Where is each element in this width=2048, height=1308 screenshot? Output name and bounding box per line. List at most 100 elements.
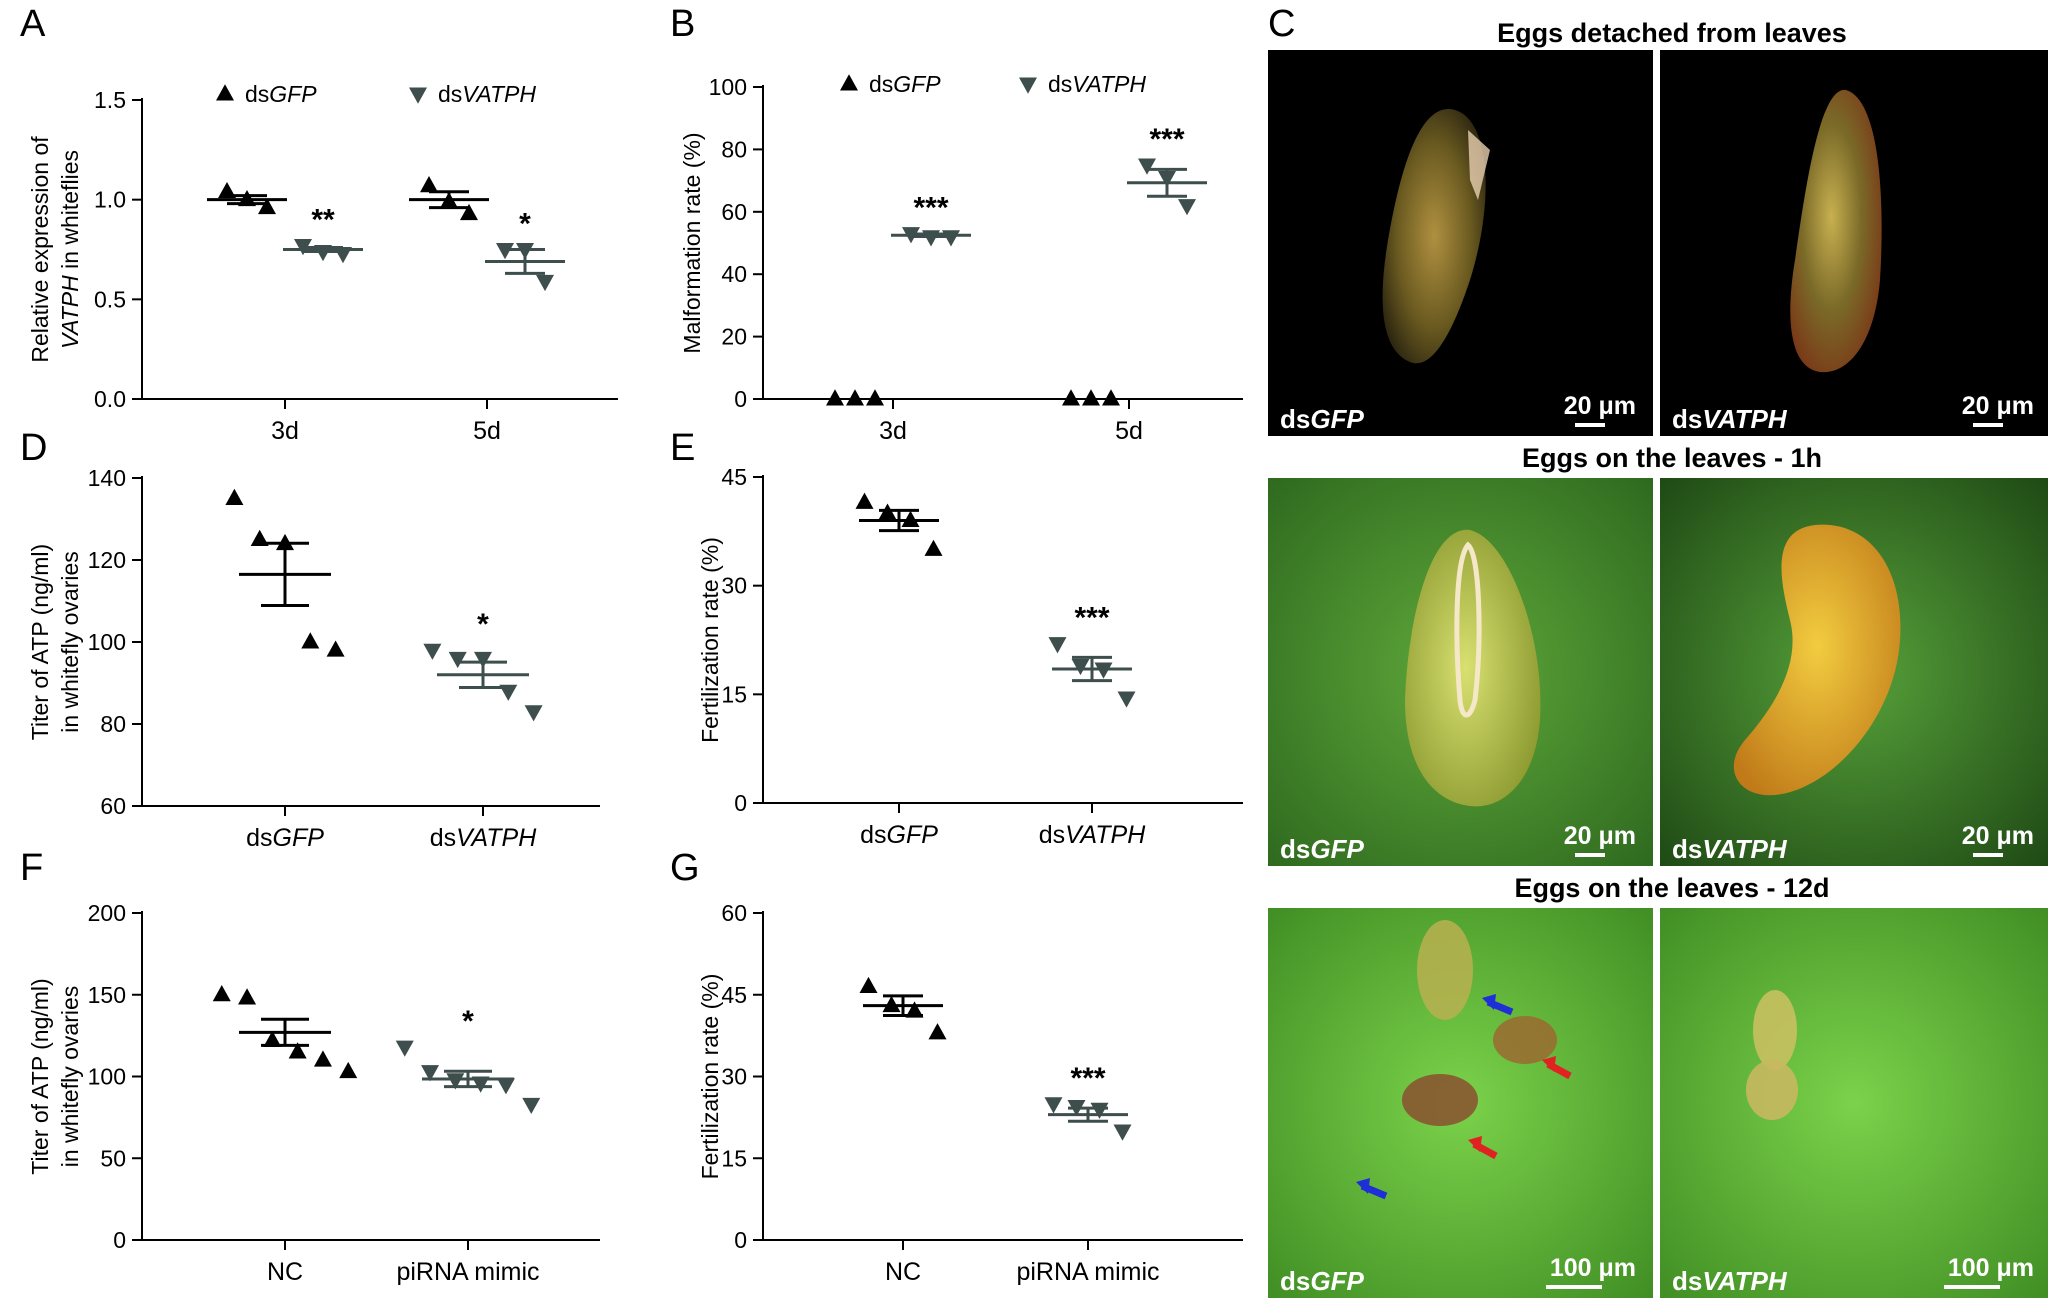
data-point — [1062, 389, 1080, 406]
data-point — [446, 1073, 465, 1090]
x-tick-label: dsVATPH — [430, 824, 537, 852]
y-tick-label: 30 — [721, 573, 747, 599]
panel-d: D 60 80 100 120 140 Titer of ATP (ng/ml) in whi… — [20, 427, 600, 852]
charts-layer: A 0.0 0.5 1.0 1.5 Relative expression of VATPH… — [20, 3, 1243, 1286]
y-tick-label: 15 — [721, 681, 747, 707]
significance-label: * — [462, 1005, 474, 1038]
y-tick-label: 140 — [88, 465, 126, 491]
y-tick-label: 0.0 — [94, 386, 126, 412]
y-tick-label: 60 — [721, 199, 747, 225]
data-point — [423, 643, 442, 660]
red-arrow-icon — [1468, 1136, 1498, 1160]
egg-r1-left — [1382, 109, 1486, 364]
data-point — [1102, 389, 1120, 406]
significance-label: *** — [1149, 123, 1184, 156]
panel-letter-a: A — [20, 3, 46, 45]
egg-r2-right — [1733, 524, 1901, 796]
legend-label: dsVATPH — [1048, 71, 1146, 97]
photo-row3-title: Eggs on the leaves - 12d — [1514, 873, 1829, 903]
y-tick-label: 20 — [721, 324, 747, 350]
x-tick-label: 5d — [473, 417, 501, 445]
scale-bar-label: 100 μm — [1948, 1254, 2034, 1282]
data-point — [905, 1001, 924, 1018]
data-point — [313, 1050, 332, 1067]
data-point — [524, 705, 543, 722]
y-tick-label: 120 — [88, 547, 126, 573]
panel-a: A 0.0 0.5 1.0 1.5 Relative expression of VATPH… — [20, 3, 618, 445]
photo-label: dsVATPH — [1672, 1266, 1788, 1296]
data-point — [263, 1030, 282, 1048]
photo-label: dsGFP — [1280, 1266, 1364, 1296]
data-point — [1071, 658, 1090, 676]
photo-r3-right — [1660, 908, 2048, 1298]
panel-f: F 0 50 100 150 200 Titer of ATP (ng/ml) in whit… — [20, 847, 600, 1286]
data-point — [339, 1061, 358, 1079]
y-tick-label: 30 — [721, 1064, 747, 1090]
y-tick-label: 60 — [721, 900, 747, 926]
photo-row1-title: Eggs detached from leaves — [1497, 18, 1847, 48]
y-tick-label: 150 — [88, 982, 126, 1008]
scale-bar-label: 20 μm — [1962, 822, 2034, 850]
significance-label: *** — [913, 192, 948, 225]
legend-marker — [409, 87, 427, 104]
y-tick-label: 0 — [734, 386, 747, 412]
legend-label: dsVATPH — [438, 81, 536, 107]
y-tick-label: 50 — [100, 1145, 126, 1171]
data-point — [846, 389, 864, 406]
legend-marker — [840, 74, 858, 91]
data-point — [1117, 691, 1136, 708]
panel-letter-d: D — [20, 427, 47, 469]
data-point — [448, 651, 467, 669]
scale-bar-label: 100 μm — [1550, 1254, 1636, 1282]
y-axis-label: in whitefly ovaries — [57, 551, 83, 733]
y-tick-label: 45 — [721, 982, 747, 1008]
data-point — [460, 203, 478, 221]
data-point — [855, 492, 874, 509]
y-tick-label: 0.5 — [94, 286, 126, 312]
data-point — [301, 632, 320, 649]
data-point — [928, 1023, 947, 1040]
photo-panel-c: C Eggs detached from leaves Eggs on the … — [1268, 3, 2048, 1298]
legend-label: dsGFP — [245, 81, 317, 107]
data-point — [1178, 199, 1196, 216]
egg-r2-left-highlight — [1454, 541, 1482, 718]
y-axis-label: Relative expression of — [27, 136, 53, 363]
blue-arrow-icon — [1482, 994, 1514, 1016]
x-tick-label: dsVATPH — [1039, 821, 1146, 849]
y-tick-label: 100 — [709, 74, 747, 100]
y-tick-label: 40 — [721, 261, 747, 287]
egg-r3-right-b — [1746, 1060, 1798, 1120]
legend-marker — [1019, 77, 1037, 94]
photo-label: dsGFP — [1280, 834, 1364, 864]
x-tick-label: 5d — [1115, 417, 1143, 445]
data-point — [395, 1040, 414, 1057]
data-point — [471, 1076, 490, 1093]
panel-e: E 0 15 30 45 Fertilization rate (%) dsGFP dsVAT… — [670, 427, 1243, 849]
x-tick-label: piRNA mimic — [396, 1258, 539, 1286]
scale-bar-label: 20 μm — [1564, 822, 1636, 850]
y-tick-label: 200 — [88, 900, 126, 926]
blue-arrow-icon — [1356, 1178, 1388, 1200]
panel-letter-e: E — [670, 427, 695, 469]
y-axis-label: Titer of ATP (ng/ml) — [27, 978, 53, 1174]
scale-bar-label: 20 μm — [1962, 392, 2034, 420]
data-point — [1094, 662, 1113, 679]
y-tick-label: 100 — [88, 1064, 126, 1090]
photo-label: dsVATPH — [1672, 404, 1788, 434]
data-point — [1044, 1097, 1063, 1114]
data-point — [924, 539, 943, 556]
egg-r2-left — [1405, 529, 1541, 807]
data-point — [421, 1065, 440, 1082]
data-point — [522, 1097, 541, 1115]
x-tick-label: 3d — [879, 417, 907, 445]
y-tick-label: 0 — [113, 1227, 126, 1253]
egg-r3-left-a — [1417, 920, 1473, 1020]
data-point — [258, 197, 276, 215]
data-point — [420, 175, 438, 193]
significance-label: *** — [1070, 1062, 1105, 1095]
x-tick-label: 3d — [271, 417, 299, 445]
photo-label: dsVATPH — [1672, 834, 1788, 864]
y-axis-label: Malformation rate (%) — [679, 132, 705, 353]
y-tick-label: 80 — [100, 711, 126, 737]
